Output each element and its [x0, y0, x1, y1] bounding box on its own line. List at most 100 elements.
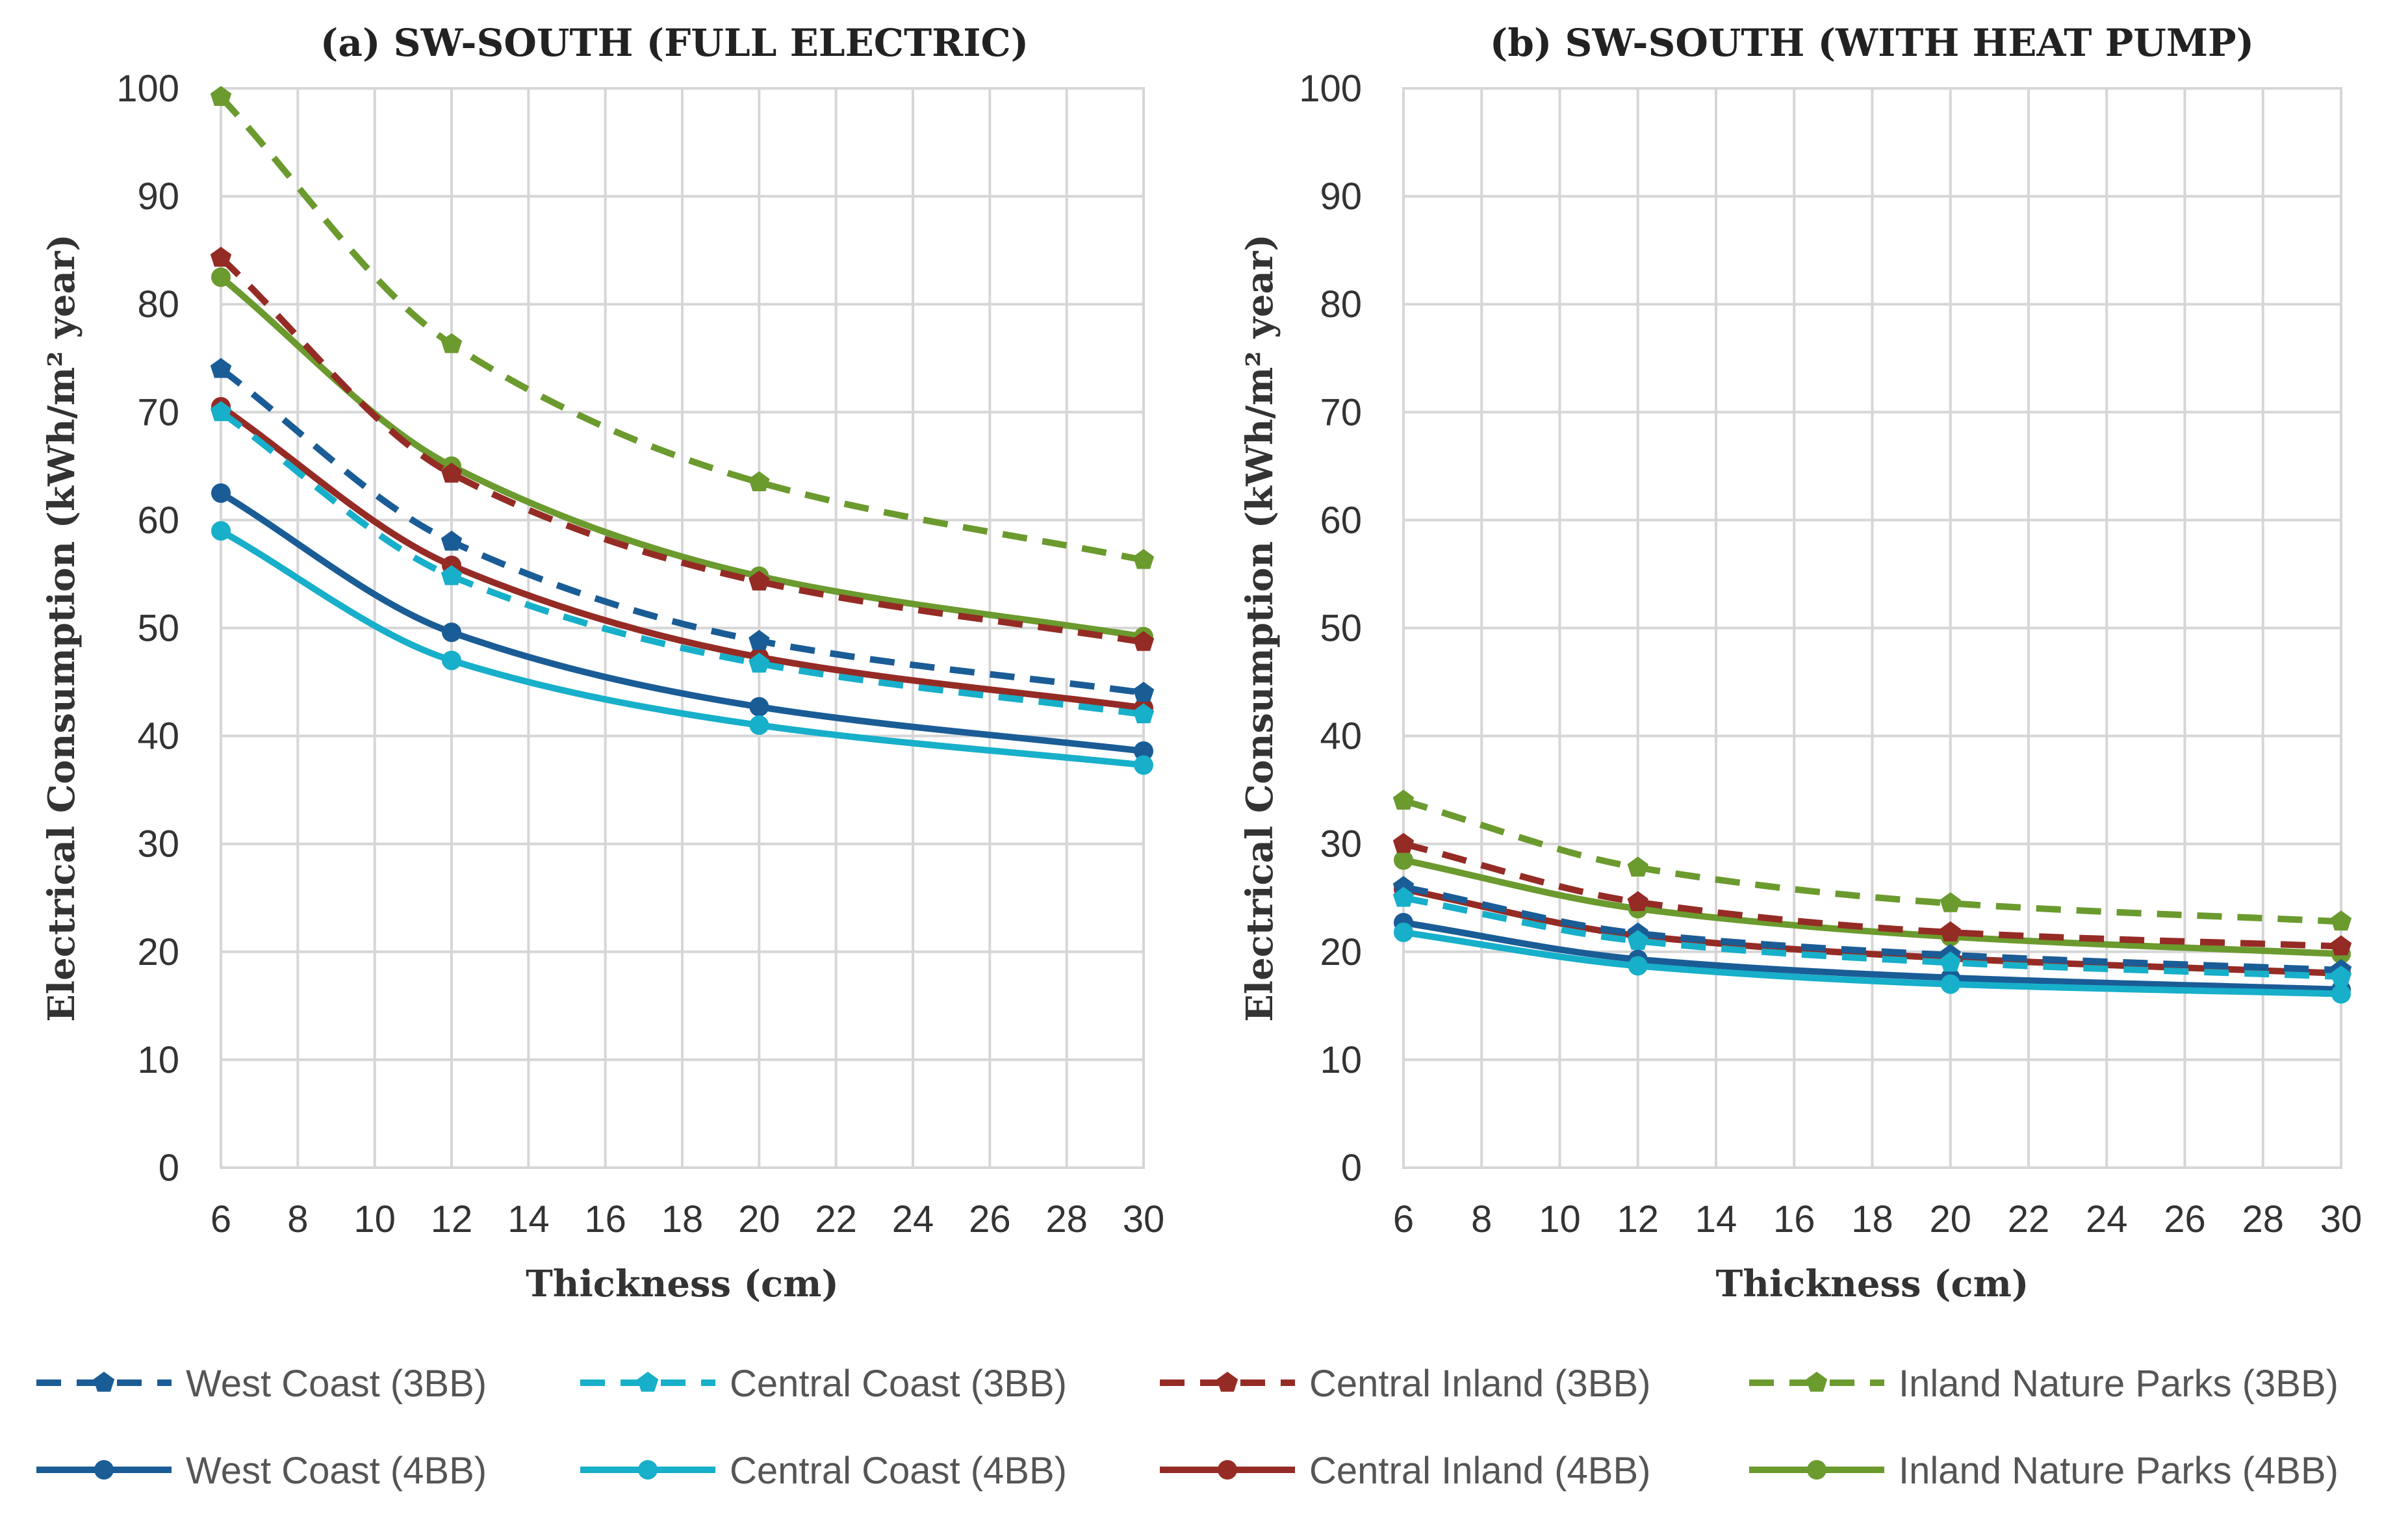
data-point: [210, 357, 232, 378]
data-point: [1628, 956, 1648, 976]
data-point: [2330, 910, 2352, 930]
legend-item-central-inland-3bb: Central Inland (3BB): [1160, 1363, 1650, 1405]
y-tick-label: 20: [1320, 931, 1362, 973]
y-tick-label: 90: [137, 175, 179, 218]
legend-marker: [1807, 1460, 1826, 1480]
y-tick-label: 90: [1320, 175, 1362, 218]
series-central-coast-3bb: [1392, 886, 2352, 986]
data-point: [211, 483, 231, 503]
x-tick-label: 30: [1123, 1198, 1165, 1240]
x-tick-label: 24: [892, 1198, 934, 1240]
series-line-west-coast-4bb: [1403, 919, 2342, 993]
data-point: [1394, 922, 1413, 942]
data-point: [210, 86, 232, 106]
data-point: [749, 571, 770, 591]
series-line-west-coast-3bb: [219, 366, 1144, 697]
y-tick-label: 60: [137, 499, 179, 541]
data-point: [1134, 755, 1153, 775]
series-line-central-coast-4bb: [219, 528, 1144, 769]
y-tick-label: 20: [137, 931, 179, 973]
legend-item-inland-nature-parks-3bb: Inland Nature Parks (3BB): [1749, 1363, 2338, 1405]
x-tick-label: 30: [2320, 1198, 2363, 1240]
y-tick-label: 10: [1320, 1039, 1362, 1081]
series-central-inland-3bb: [210, 246, 1155, 651]
legend-marker: [1218, 1460, 1237, 1480]
data-point: [1940, 921, 1961, 942]
data-point: [1133, 703, 1155, 724]
data-point: [210, 246, 232, 267]
data-point: [441, 530, 463, 551]
x-tick-label: 28: [1045, 1198, 1088, 1240]
data-point: [1940, 951, 1961, 972]
legend-label: West Coast (3BB): [186, 1363, 487, 1405]
legend-marker: [1216, 1372, 1238, 1392]
y-tick-label: 30: [137, 823, 179, 866]
y-tick-label: 30: [1320, 823, 1362, 866]
data-point: [749, 471, 770, 491]
data-point: [441, 463, 463, 483]
data-point: [1133, 682, 1155, 702]
data-point: [1133, 631, 1155, 651]
y-tick-label: 0: [1341, 1147, 1362, 1189]
series-inland-nature-parks-3bb: [210, 86, 1155, 569]
x-tick-label: 8: [1471, 1198, 1492, 1240]
chart-title: (a) SW-SOUTH (FULL ELECTRIC): [320, 21, 1029, 65]
data-point: [1394, 850, 1413, 870]
y-tick-label: 80: [137, 283, 179, 326]
data-point: [211, 521, 231, 541]
x-tick-label: 6: [211, 1198, 231, 1240]
y-tick-label: 40: [137, 715, 179, 758]
x-tick-label: 24: [2086, 1198, 2128, 1240]
legend-item-west-coast-3bb: West Coast (3BB): [36, 1363, 487, 1405]
x-tick-label: 18: [1851, 1198, 1893, 1240]
series-line-inland-nature-parks-3bb: [1402, 797, 2342, 925]
data-point: [211, 267, 231, 287]
data-point: [1940, 892, 1961, 912]
series-line-central-inland-3bb: [1402, 840, 2342, 950]
data-point: [749, 652, 770, 673]
x-tick-label: 6: [1393, 1198, 1414, 1240]
legend-item-inland-nature-parks-4bb: Inland Nature Parks (4BB): [1749, 1450, 2338, 1492]
x-tick-label: 22: [2008, 1198, 2050, 1240]
legend-marker: [1806, 1372, 1828, 1392]
legend-item-west-coast-4bb: West Coast (4BB): [36, 1450, 487, 1492]
plot-frame: [1402, 87, 2342, 1169]
x-tick-label: 10: [1539, 1198, 1581, 1240]
series-line-inland-nature-parks-4bb: [1402, 856, 2342, 958]
legend-marker: [94, 1460, 114, 1480]
data-point: [1392, 789, 1415, 810]
chart-panel-b: 0 10 20 30 40 50 60 70 80 90 100 6 8 10 12 14 16 18 20 22 24…: [1238, 21, 2362, 1305]
y-axis-label: Electrical Consumption (kWh/m² year): [1238, 234, 1281, 1022]
legend-item-central-coast-3bb: Central Coast (3BB): [580, 1363, 1067, 1405]
series-line-central-coast-3bb: [219, 409, 1144, 718]
x-tick-label: 14: [507, 1198, 550, 1240]
data-point: [2330, 966, 2352, 986]
data-point: [1627, 930, 1648, 950]
data-point: [1134, 741, 1153, 761]
x-tick-label: 16: [584, 1198, 626, 1240]
data-point: [2331, 984, 2351, 1004]
legend-label: Central Inland (4BB): [1309, 1450, 1650, 1492]
data-point: [1627, 891, 1648, 912]
chart-panel-a: 0 10 20 30 40 50 60 70 80 90 100 6 8 10 12 14 16 18 20 22 24…: [40, 21, 1164, 1305]
series-central-inland-3bb: [1392, 832, 2352, 956]
data-point: [210, 401, 232, 422]
data-point: [1392, 832, 1415, 853]
data-point: [441, 565, 463, 585]
y-tick-label: 60: [1320, 499, 1362, 541]
legend-label: West Coast (4BB): [186, 1450, 487, 1492]
data-point: [441, 333, 463, 353]
y-tick-label: 50: [1320, 608, 1362, 650]
chart-title: (b) SW-SOUTH (WITH HEAT PUMP): [1490, 21, 2254, 65]
data-point: [442, 650, 461, 671]
series-line-central-coast-4bb: [1403, 929, 2342, 997]
series-line-central-inland-3bb: [218, 255, 1144, 646]
x-tick-label: 28: [2242, 1198, 2284, 1240]
series-central-coast-3bb: [210, 401, 1155, 724]
legend-label: Inland Nature Parks (4BB): [1899, 1450, 2338, 1492]
series-inland-nature-parks-3bb: [1392, 789, 2352, 930]
x-tick-label: 22: [815, 1198, 857, 1240]
x-axis-label: Thickness (cm): [526, 1263, 839, 1305]
series-line-central-coast-3bb: [1403, 894, 2342, 980]
legend-marker: [93, 1372, 115, 1392]
